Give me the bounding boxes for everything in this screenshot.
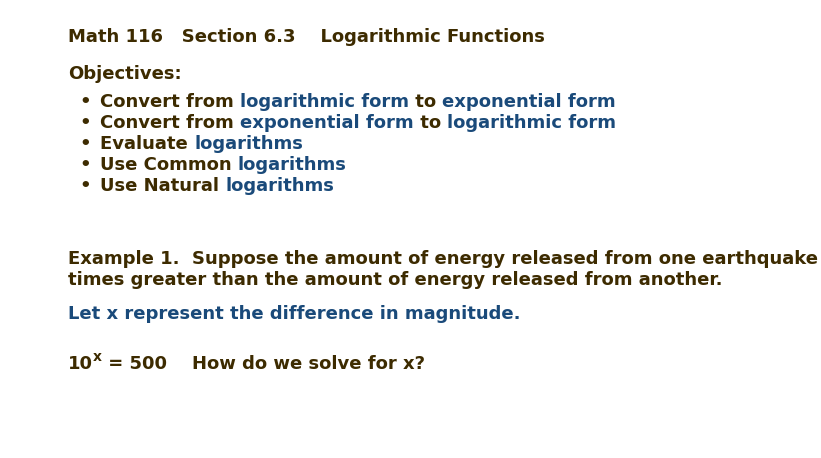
Text: •: • [79,177,91,195]
Text: •: • [79,93,91,111]
Text: Let x represent the difference in magnitude.: Let x represent the difference in magnit… [68,305,521,323]
Text: Example 1.  Suppose the amount of energy released from one earthquake were 500: Example 1. Suppose the amount of energy … [68,250,821,268]
Text: x: x [93,350,102,364]
Text: logarithmic form: logarithmic form [447,114,616,132]
Text: to: to [414,114,447,132]
Text: Use Common: Use Common [100,156,238,174]
Text: logarithms: logarithms [194,135,303,153]
Text: logarithms: logarithms [225,177,334,195]
Text: exponential form: exponential form [443,93,616,111]
Text: logarithms: logarithms [238,156,346,174]
Text: Convert from: Convert from [100,114,240,132]
Text: How do we solve for x?: How do we solve for x? [167,355,425,373]
Text: •: • [79,135,91,153]
Text: exponential form: exponential form [240,114,414,132]
Text: times greater than the amount of energy released from another.: times greater than the amount of energy … [68,271,722,289]
Text: Convert from: Convert from [100,93,240,111]
Text: Use Natural: Use Natural [100,177,225,195]
Text: •: • [79,156,91,174]
Text: Objectives:: Objectives: [68,65,181,83]
Text: Evaluate: Evaluate [100,135,194,153]
Text: Math 116   Section 6.3    Logarithmic Functions: Math 116 Section 6.3 Logarithmic Functio… [68,28,545,46]
Text: to: to [409,93,443,111]
Text: •: • [79,114,91,132]
Text: logarithmic form: logarithmic form [240,93,409,111]
Text: 10: 10 [68,355,93,373]
Text: = 500: = 500 [102,355,167,373]
